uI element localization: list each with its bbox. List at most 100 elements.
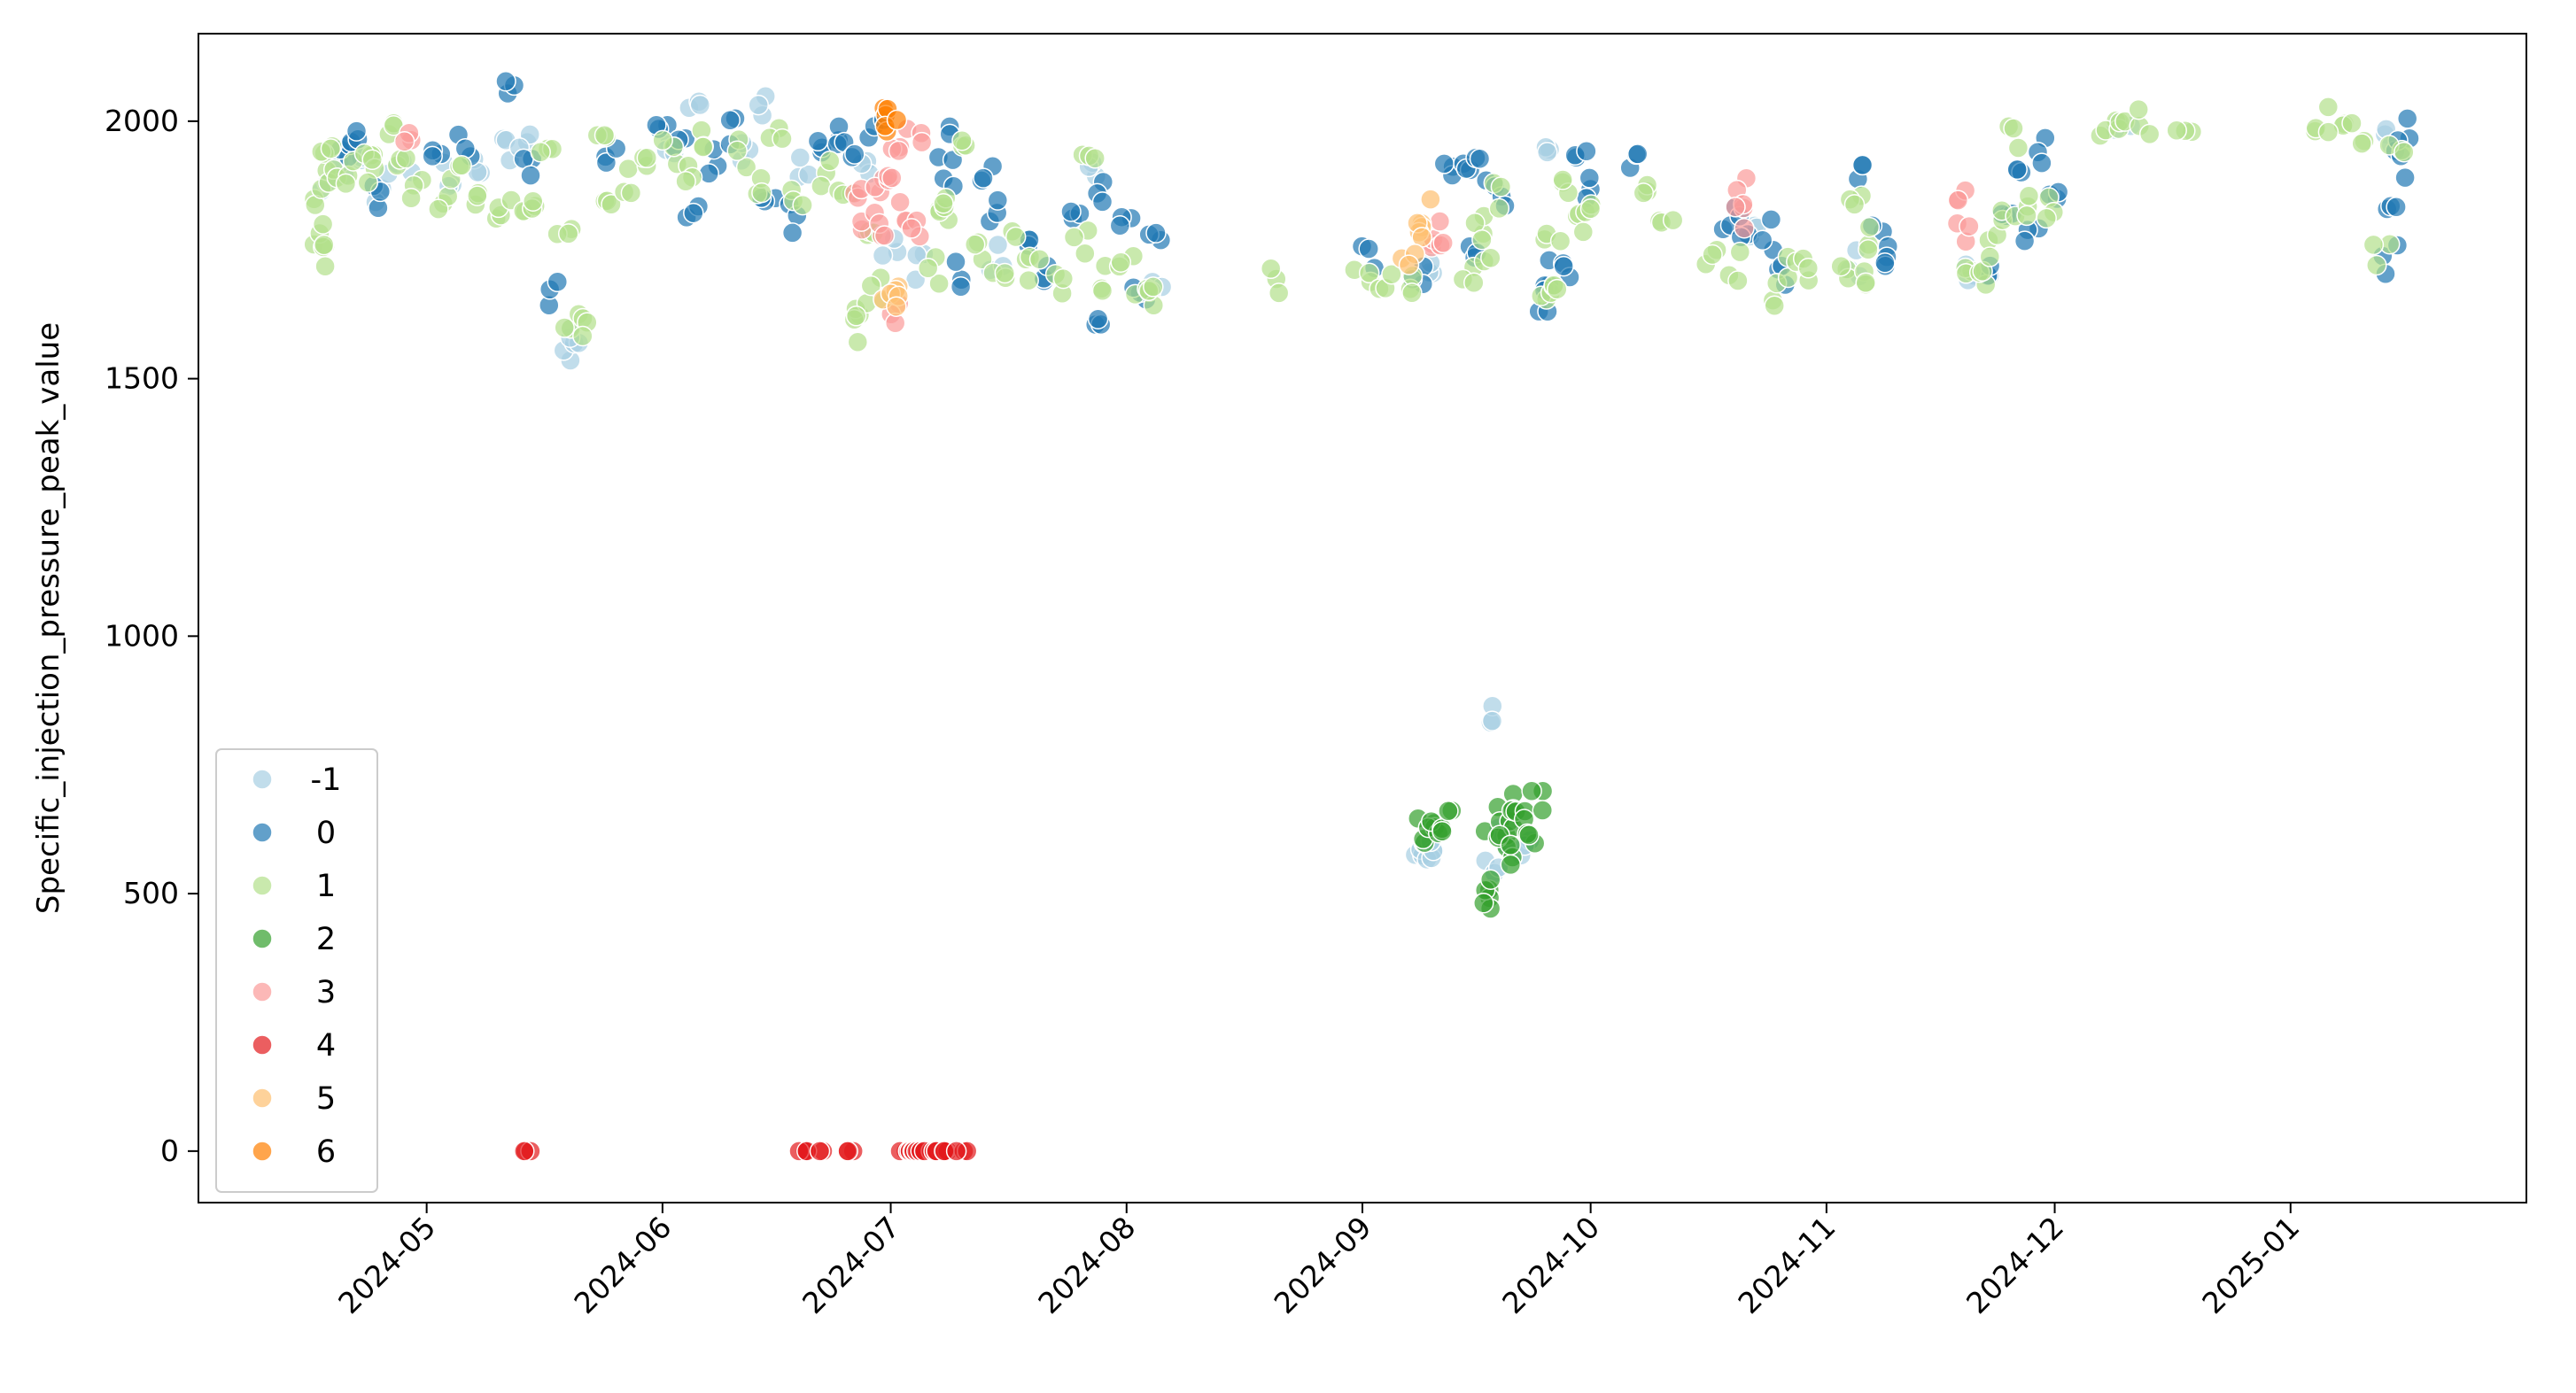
point-series-1-83-2 — [2007, 137, 2029, 159]
y-tick-label-0: 0 — [160, 1134, 179, 1168]
point-series-0-55-2 — [2006, 159, 2028, 181]
point-series-3-0-2 — [393, 130, 415, 152]
point-series-4-3-2 — [837, 1141, 858, 1162]
legend-label-2: 2 — [316, 922, 336, 957]
point-series-1-26-2 — [652, 129, 673, 151]
point-series-3-10-2 — [901, 218, 922, 239]
point-series-1-76-2 — [1843, 194, 1866, 215]
y-tick-label-4: 2000 — [105, 104, 179, 138]
legend-marker-5 — [252, 1087, 273, 1109]
x-tick-label-2: 2024-07 — [795, 1210, 906, 1320]
point-series-1-0-0 — [314, 256, 336, 277]
point-series-1-27-2 — [675, 170, 696, 192]
point-series-2-13-2 — [1521, 780, 1542, 801]
point-series-1-30-2 — [751, 182, 772, 204]
point-series-1-39-2 — [917, 258, 939, 279]
point-series-1-36-1 — [847, 331, 869, 353]
point-series-1-83-1 — [2003, 118, 2024, 139]
point-series-0-16-2 — [807, 130, 829, 152]
point-series-1-56-2 — [1381, 263, 1402, 285]
point-series-1-78-2 — [1855, 272, 1876, 294]
point-series-1-45-2 — [1005, 226, 1027, 248]
point-series-1-66-2 — [1572, 221, 1594, 243]
point-series-0-43-2 — [1576, 141, 1597, 162]
point-series-1-60-2 — [1480, 247, 1501, 269]
point-series-0-42-2 — [1553, 255, 1574, 277]
x-tick-label-6: 2024-11 — [1731, 1210, 1842, 1320]
legend: -1 0 1 2 3 4 5 6 — [215, 748, 378, 1193]
point-series-0-15-2 — [781, 222, 803, 244]
point-series-1-69-2 — [1662, 209, 1684, 231]
point-series-1-92-2 — [2351, 133, 2372, 154]
point-series-3-5-2 — [881, 167, 903, 189]
point-series--1-29-2 — [1536, 142, 1558, 163]
point-series-1-33-1 — [819, 151, 841, 172]
legend-marker-3 — [252, 981, 273, 1002]
legend-marker-1 — [252, 875, 273, 896]
point-series-1-84-1 — [2018, 185, 2040, 206]
point-series-0-48-1 — [1751, 229, 1773, 252]
x-tick-label-8: 2025-01 — [2195, 1210, 2306, 1320]
point-series-0-32-2 — [1145, 222, 1167, 244]
point-series-1-65-2 — [1552, 169, 1573, 190]
point-series-1-60-0 — [1471, 228, 1493, 251]
point-series-3-7-2 — [888, 140, 910, 162]
point-series-1-67-2 — [1579, 198, 1602, 220]
y-axis-label: Specific_injection_pressure_peak_value — [31, 322, 66, 914]
point-series-3-12-2 — [1429, 211, 1451, 232]
point-series-1-61-0 — [1488, 197, 1510, 220]
point-series-1-1-2 — [314, 234, 335, 256]
point-series-0-60-2 — [2394, 166, 2416, 189]
point-series-3-16-2 — [1959, 215, 1980, 237]
point-series-1-22-2 — [594, 125, 616, 146]
point-series-1-84-2 — [2016, 205, 2037, 227]
point-series-0-62-1 — [2396, 108, 2418, 129]
point-series-1-19-2 — [557, 223, 579, 244]
point-series-1-49-2 — [1084, 148, 1106, 169]
point-series-3-4-2 — [873, 225, 896, 246]
point-series-0-11-2 — [683, 202, 704, 224]
plot-frame — [198, 33, 2527, 1203]
point-series-1-48-1 — [1063, 227, 1085, 248]
point-series-1-23-2 — [601, 193, 622, 215]
point-series-1-53-2 — [1143, 276, 1164, 298]
point-series-0-24-2 — [987, 190, 1009, 211]
y-axis: 0 500 1000 1500 2000 — [105, 104, 198, 1168]
point-series-1-58-2 — [1463, 272, 1485, 293]
point-series-1-8-1 — [361, 149, 383, 171]
point-series-1-31-2 — [772, 128, 793, 150]
point-series-1-51-2 — [1110, 252, 1132, 273]
point-series-0-45-2 — [1626, 143, 1649, 165]
legend-marker-0 — [252, 822, 273, 843]
y-tick-label-3: 1500 — [105, 361, 179, 396]
point-series-1-71-2 — [1727, 270, 1749, 291]
legend-label-1: 1 — [316, 869, 336, 904]
point-series--1-13-2 — [748, 94, 769, 116]
point-series-0-7-2 — [547, 271, 569, 293]
point-series-1-18-2 — [530, 142, 551, 163]
point-series-0-44-1 — [1579, 167, 1601, 189]
x-tick-label-7: 2024-12 — [1959, 1210, 2070, 1320]
point-series-0-59-2 — [2386, 197, 2407, 218]
point-series-0-28-2 — [1087, 308, 1109, 329]
point-series-0-56-2 — [2031, 152, 2052, 174]
legend-label-0: 0 — [316, 816, 336, 851]
marks-layer — [303, 70, 2420, 1162]
point-series-1-48-2 — [1075, 243, 1096, 265]
point-series-1-74-2 — [1797, 258, 1819, 279]
point-series-0-38-2 — [1469, 148, 1491, 170]
point-series-3-8-2 — [889, 191, 911, 213]
point-series-1-72-1 — [1764, 295, 1785, 317]
point-series-0-33-1 — [1358, 238, 1379, 259]
point-series--1-15-2 — [789, 147, 811, 168]
point-series-1-43-2 — [964, 234, 986, 255]
legend-label-5: 5 — [316, 1081, 336, 1117]
point-series-2-9-1 — [1500, 854, 1522, 876]
point-series-1-17-2 — [522, 190, 544, 212]
point-series-1-61-2 — [1490, 176, 1512, 197]
legend-label-3: 3 — [316, 975, 336, 1010]
point-series-1-24-2 — [620, 182, 642, 204]
point-series-0-13-1 — [719, 110, 741, 131]
point-series-1-6-2 — [335, 173, 357, 195]
